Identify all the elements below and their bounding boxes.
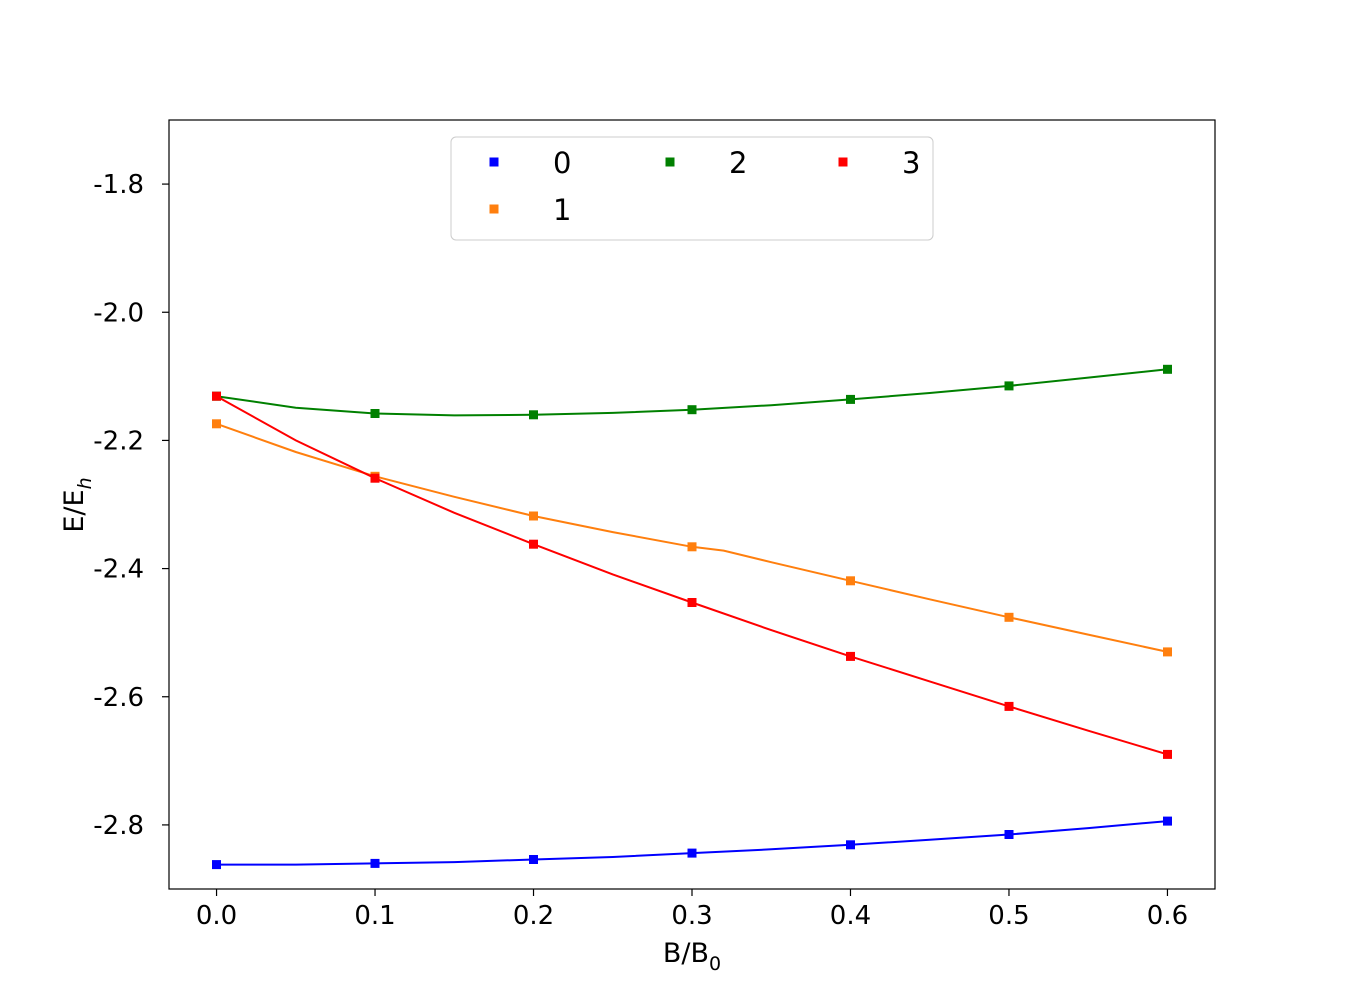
legend-label-2: 2 (729, 146, 747, 180)
plot-frame (168, 119, 1216, 890)
y-tick-label: -2.6 (93, 683, 144, 713)
data-point-2 (1004, 381, 1014, 391)
data-point-2 (529, 410, 538, 420)
y-tick-label: -2.2 (93, 426, 144, 456)
x-tick-label: 0.4 (830, 901, 871, 931)
data-point-0 (1163, 816, 1172, 826)
legend-marker-0 (489, 157, 499, 167)
data-point-2 (846, 394, 855, 404)
y-axis-label-subscript: h (74, 477, 96, 489)
x-tick-label: 0.1 (354, 901, 395, 931)
x-tick-label: 0.3 (671, 901, 712, 931)
x-tick-label: 0.5 (988, 901, 1029, 931)
data-point-1 (212, 419, 221, 429)
x-tick-label: 0.0 (196, 901, 237, 931)
x-axis-label: B/B0 (663, 938, 721, 975)
ticks-layer: 0.0 0.1 0.2 0.3 0.4 0.5 0.6 -1.8 -2.0 -2.2 -2.4 -2.… (93, 170, 1188, 931)
series-0 (212, 816, 1172, 870)
series-layer (212, 364, 1172, 870)
legend-box (450, 136, 934, 241)
x-axis-label-subscript: 0 (709, 953, 721, 975)
legend-label-1: 1 (553, 193, 571, 227)
legend-marker-2 (665, 157, 675, 167)
legend-marker-1 (489, 204, 499, 214)
data-point-0 (1004, 830, 1014, 839)
series-line-1 (216, 422, 1168, 653)
legend: 0 1 2 3 (450, 136, 934, 241)
data-point-0 (529, 855, 538, 864)
data-point-0 (370, 858, 380, 868)
y-tick-label: -1.8 (93, 170, 144, 200)
y-axis-label-main: E/E (59, 489, 90, 532)
legend-label-3: 3 (902, 146, 920, 180)
y-axis-label: E/Eh (59, 477, 96, 532)
legend-marker-3 (838, 157, 848, 167)
legend-label-0: 0 (553, 146, 571, 180)
data-point-2 (1163, 364, 1172, 374)
data-point-1 (529, 511, 538, 521)
data-point-1 (1004, 612, 1014, 622)
data-point-3 (846, 651, 855, 661)
data-point-3 (370, 473, 380, 483)
data-point-0 (687, 848, 697, 858)
data-point-3 (529, 539, 538, 549)
data-point-3 (212, 391, 221, 401)
data-point-1 (846, 576, 855, 586)
data-point-3 (687, 598, 697, 607)
data-point-3 (1004, 701, 1014, 711)
y-tick-label: -2.4 (93, 555, 144, 585)
data-point-3 (1163, 749, 1172, 759)
data-point-1 (687, 542, 697, 552)
data-point-0 (846, 840, 855, 850)
data-point-0 (212, 860, 221, 870)
x-tick-label: 0.2 (513, 901, 554, 931)
x-tick-label: 0.6 (1147, 901, 1188, 931)
series-2 (212, 364, 1172, 420)
y-tick-label: -2.0 (93, 298, 144, 328)
data-point-1 (1163, 647, 1172, 657)
data-point-2 (370, 409, 380, 418)
data-point-2 (687, 405, 697, 415)
x-axis-label-main: B/B (663, 938, 709, 969)
series-3 (212, 391, 1172, 759)
y-tick-label: -2.8 (93, 811, 144, 841)
